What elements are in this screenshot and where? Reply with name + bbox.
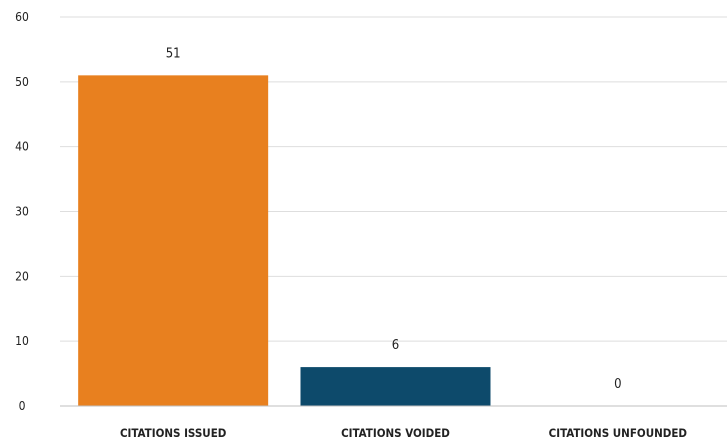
y-tick-label: 10 [15, 334, 29, 348]
bars [78, 75, 491, 406]
data-label: 6 [392, 338, 399, 353]
y-tick-label: 40 [15, 140, 29, 154]
x-tick-label: CITATIONS VOIDED [341, 426, 450, 440]
bar [300, 367, 491, 406]
data-labels: 51 6 0 [166, 46, 622, 392]
y-tick-label: 60 [15, 10, 29, 24]
x-tick-label: CITATIONS ISSUED [120, 426, 227, 440]
x-tick-label: CITATIONS UNFOUNDED [549, 426, 688, 440]
x-axis: CITATIONS ISSUED CITATIONS VOIDED CITATION… [60, 405, 727, 440]
y-tick-label: 50 [15, 75, 29, 89]
y-axis: 0 10 20 30 40 50 60 [15, 10, 29, 413]
data-label: 0 [614, 377, 621, 392]
y-tick-label: 30 [15, 205, 29, 219]
bar [78, 75, 269, 406]
y-tick-label: 0 [19, 399, 26, 413]
data-label: 51 [166, 46, 181, 61]
y-tick-label: 20 [15, 269, 29, 283]
